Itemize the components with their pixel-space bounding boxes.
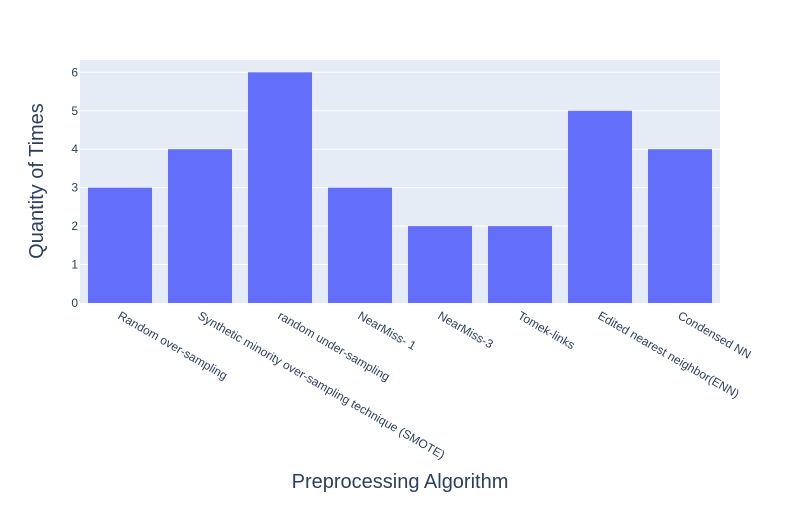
y-tick-label: 2 [71, 219, 78, 233]
bar [88, 187, 152, 303]
y-tick-label: 3 [71, 181, 78, 195]
bar [328, 187, 392, 303]
x-tick-label: NearMiss-3 [436, 308, 496, 351]
bar [648, 149, 712, 303]
x-tick-label: NearMiss- 1 [356, 308, 419, 353]
x-tick-label: Tomek-links [516, 308, 578, 352]
bar [488, 226, 552, 303]
x-axis-title: Preprocessing Algorithm [292, 471, 509, 493]
bar [248, 72, 312, 303]
bar [408, 226, 472, 303]
y-axis-title: Quantity of Times [26, 103, 48, 259]
y-tick-label: 1 [71, 258, 78, 272]
y-tick-label: 4 [71, 142, 78, 156]
x-tick-label: Edited nearest neighbor(ENN) [596, 308, 742, 401]
x-tick-label: Condensed NN [676, 308, 754, 361]
y-tick-label: 5 [71, 104, 78, 118]
y-axis-ticks: 0 1 2 3 4 5 6 [71, 65, 78, 310]
bar [168, 149, 232, 303]
bars [88, 72, 712, 303]
bar [568, 110, 632, 303]
y-tick-label: 0 [71, 296, 78, 310]
y-tick-label: 6 [71, 65, 78, 79]
